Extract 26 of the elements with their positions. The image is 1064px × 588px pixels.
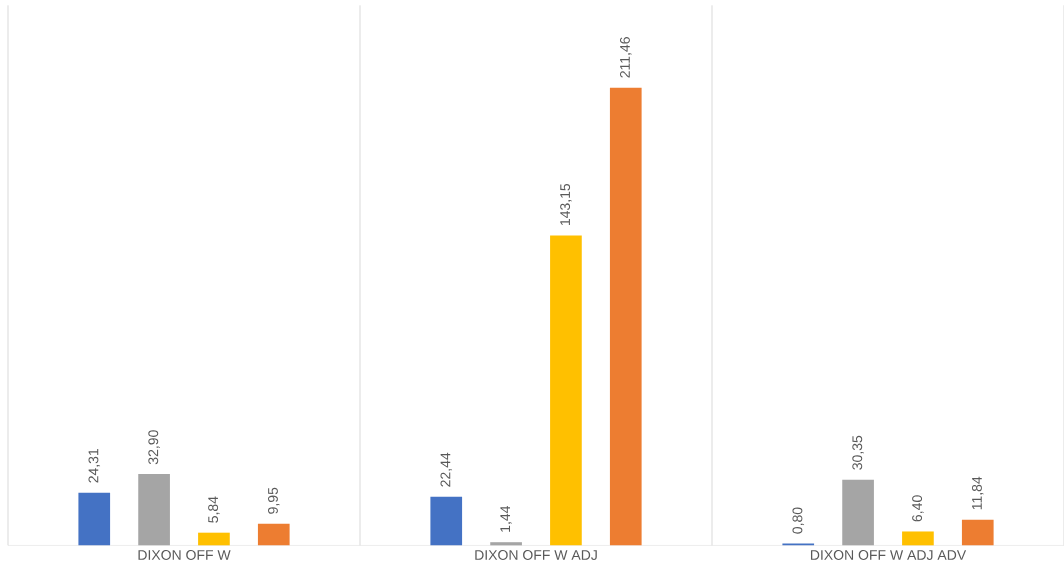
bar xyxy=(902,531,934,546)
bar xyxy=(78,492,111,546)
bar xyxy=(257,523,290,546)
data-label: 22,44 xyxy=(440,452,453,487)
bar xyxy=(490,542,522,546)
bar xyxy=(430,496,463,546)
data-label: 30,35 xyxy=(852,435,864,470)
x-tick-label: DIXON OFF W ADJ ADV xyxy=(810,550,967,560)
bar xyxy=(609,87,642,546)
data-label: 5,84 xyxy=(208,496,220,523)
bar xyxy=(842,479,874,546)
data-label: 6,40 xyxy=(912,495,924,522)
data-label: 9,95 xyxy=(268,487,280,514)
data-label: 211,46 xyxy=(619,37,632,78)
bar xyxy=(550,235,582,546)
bar xyxy=(198,532,230,546)
data-label: 1,44 xyxy=(500,505,512,532)
data-label: 0,80 xyxy=(792,507,805,534)
bar xyxy=(961,519,994,546)
data-label: 24,31 xyxy=(88,448,101,483)
data-label: 32,90 xyxy=(148,430,160,465)
bar xyxy=(138,474,170,546)
x-tick-label: DIXON OFF W ADJ xyxy=(475,550,597,560)
x-tick-label: DIXON OFF W xyxy=(138,550,231,560)
data-label: 143,15 xyxy=(560,183,572,226)
data-label: 11,84 xyxy=(971,476,984,510)
